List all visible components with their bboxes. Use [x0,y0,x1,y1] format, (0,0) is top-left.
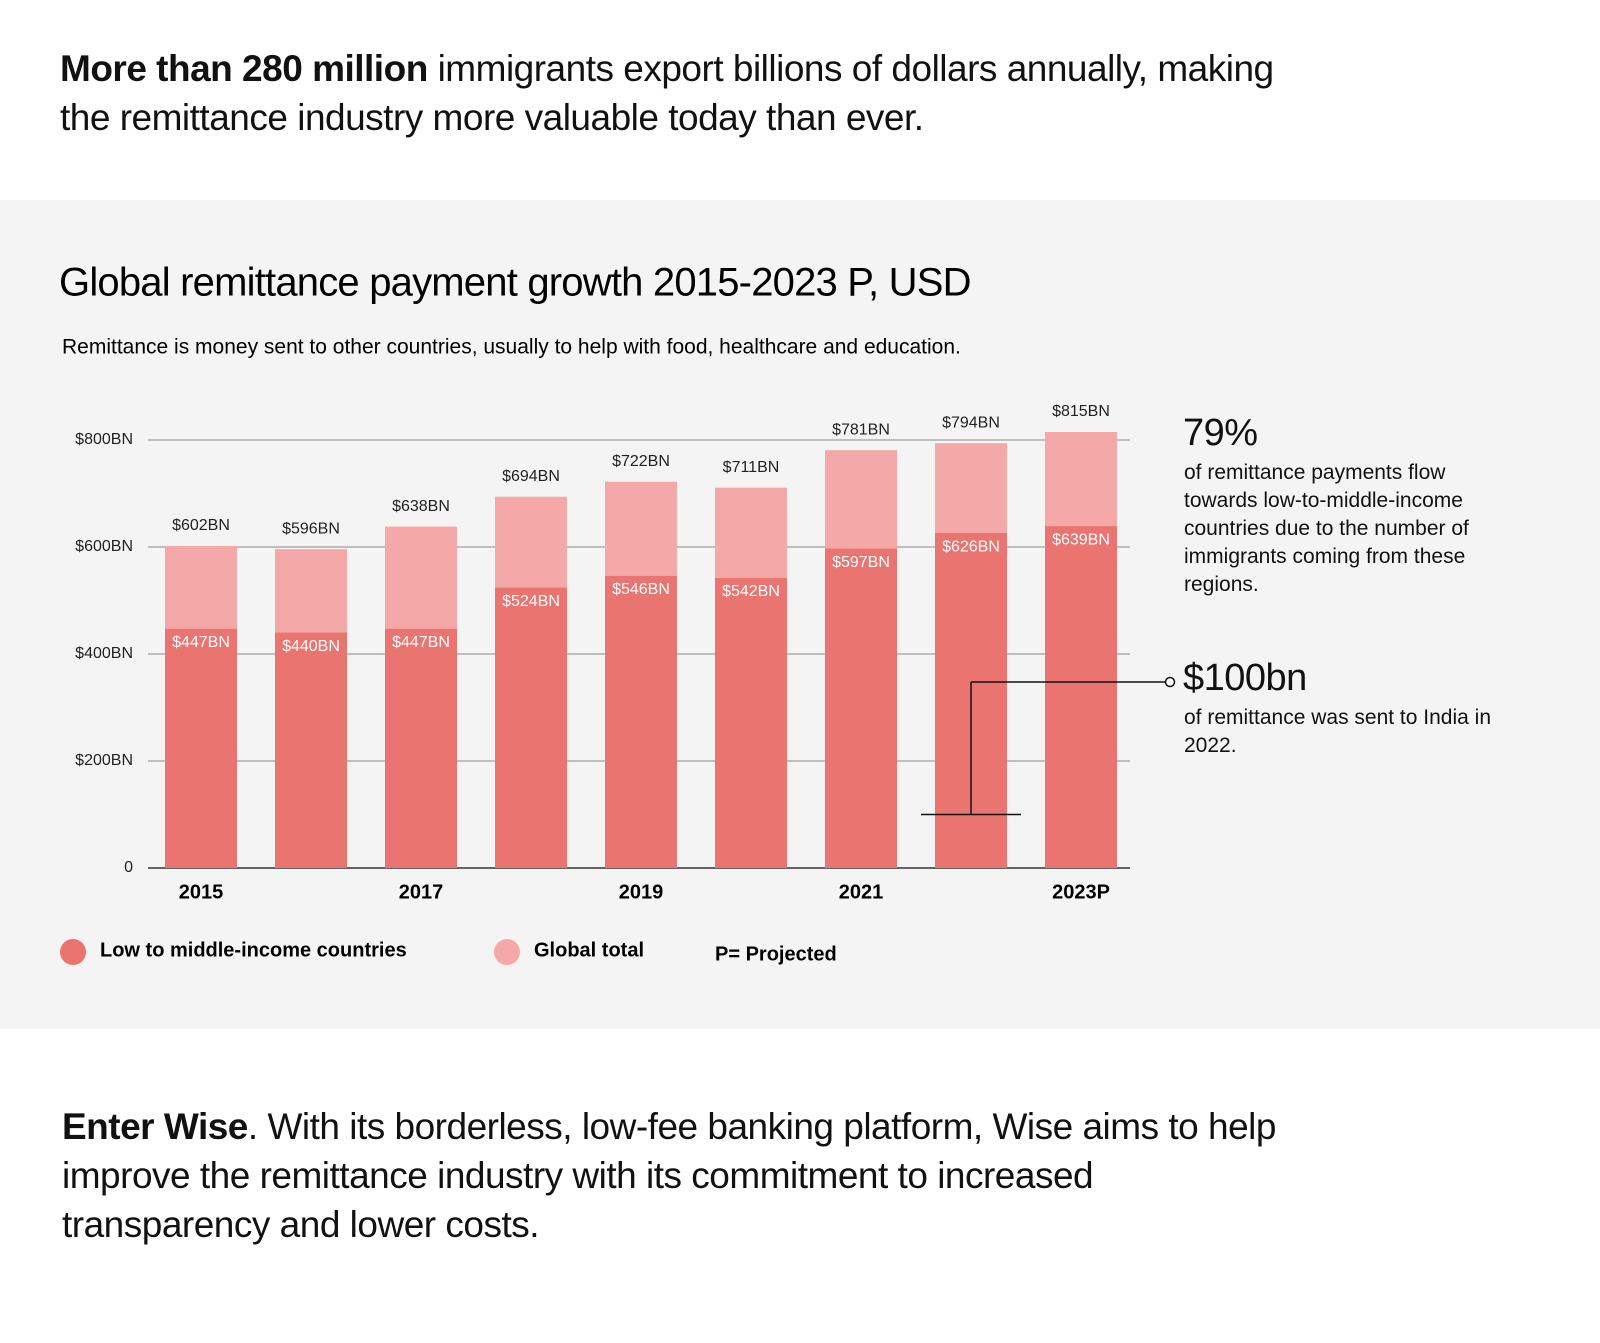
value-label: $546BN [612,581,670,598]
legend-swatch [60,939,86,965]
chart-subtitle: Remittance is money sent to other countr… [62,336,961,359]
annotation-detail: of remittance was sent to India in 2022. [1184,706,1491,757]
closing-rest: . With its borderless, low-fee banking p… [62,1106,1276,1245]
value-label: $781BN [832,421,890,438]
y-tick-label: 0 [124,859,133,876]
closing-bold: Enter Wise [62,1106,248,1147]
bar [825,548,897,868]
bar [275,632,347,868]
value-label: $711BN [723,459,780,476]
y-tick-label: $800BN [75,431,133,448]
annotation-detail: of remittance payments flow towards low-… [1184,461,1469,596]
x-tick-label: 2017 [399,881,444,903]
value-label: $639BN [1052,531,1110,548]
x-tick-label: 2015 [179,881,224,903]
value-label: $440BN [282,638,340,655]
value-label: $794BN [942,414,1000,431]
value-label: $815BN [1052,403,1110,420]
y-tick-label: $200BN [75,752,133,769]
legend-label: Global total [534,939,644,961]
value-label: $524BN [502,593,560,610]
headline-bold: More than 280 million [60,48,428,89]
bar [1045,526,1117,868]
annotation-dot [1164,676,1176,688]
value-label: $694BN [502,468,560,485]
annotation-title: 79% [1183,412,1258,454]
value-label: $447BN [172,634,230,651]
bar [385,628,457,868]
x-tick-label: 2021 [839,881,884,903]
closing-text: Enter Wise. With its borderless, low-fee… [62,1102,1282,1249]
value-label: $596BN [282,520,340,537]
legend-swatch [494,939,520,965]
bar [605,575,677,868]
headline-text: immigrants export billions of dollars an… [60,48,1274,138]
value-label: $626BN [942,538,1000,555]
bar [165,628,237,868]
x-tick-label: 2019 [619,881,664,903]
value-label: $638BN [392,498,450,515]
headline: More than 280 million immigrants export … [60,44,1300,142]
bar [715,578,787,868]
bar [495,587,567,868]
chart-panel [0,200,1600,1029]
value-label: $722BN [612,453,670,470]
y-tick-label: $400BN [75,645,133,662]
chart-title: Global remittance payment growth 2015-20… [59,261,971,305]
y-tick-label: $600BN [75,538,133,555]
value-label: $447BN [392,634,450,651]
legend-note: P= Projected [715,943,837,965]
annotation-title: $100bn [1183,657,1307,699]
value-label: $597BN [832,554,890,571]
value-label: $542BN [722,583,780,600]
value-label: $602BN [172,517,230,534]
x-tick-label: 2023P [1052,881,1110,903]
legend-label: Low to middle-income countries [100,939,407,961]
